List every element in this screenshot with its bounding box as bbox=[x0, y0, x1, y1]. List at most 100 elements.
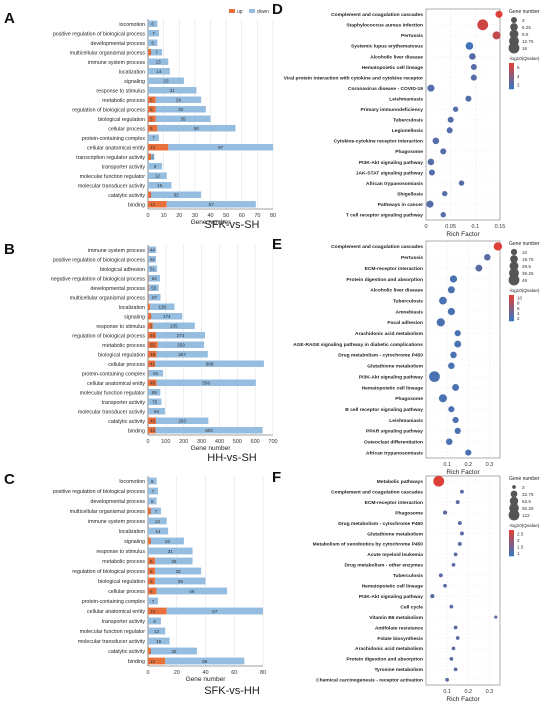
bar-down bbox=[148, 39, 158, 46]
bar-down-value: 64 bbox=[152, 276, 158, 281]
category-label: signaling bbox=[124, 79, 145, 85]
size-legend-label: 9.5 bbox=[522, 32, 529, 37]
pathway-label: Hematopoietic cell lineage bbox=[362, 385, 424, 391]
bar-down-value: 67 bbox=[212, 609, 218, 614]
color-scale-step bbox=[509, 536, 514, 539]
legend-swatch-down bbox=[249, 9, 255, 13]
bar-down bbox=[148, 617, 161, 625]
category-label: protein-containing complex bbox=[82, 136, 146, 142]
comparison-label-A: SFK-vs-SH bbox=[205, 219, 260, 231]
bar-down bbox=[148, 58, 169, 65]
color-scale-step bbox=[509, 551, 514, 555]
color-scale-step bbox=[509, 553, 514, 557]
x-tick-label: 0.1 bbox=[443, 689, 451, 695]
color-legend-tick: 10 bbox=[517, 295, 523, 300]
color-scale-step bbox=[509, 86, 514, 90]
bar-down-value: 67 bbox=[218, 145, 224, 150]
plot-frame bbox=[425, 8, 501, 221]
pathway-label: Tuberculosis bbox=[393, 573, 423, 579]
bar-up bbox=[148, 49, 152, 56]
bar-down-value: 12 bbox=[154, 629, 160, 634]
size-legend-label: 6.25 bbox=[522, 25, 531, 30]
bar-up-value: 5 bbox=[150, 117, 153, 122]
x-tick-label: 0 bbox=[146, 670, 149, 676]
pathway-label: JAK-STAT signaling pathway bbox=[356, 170, 423, 176]
bar-up bbox=[148, 275, 149, 282]
bar-down bbox=[151, 49, 163, 56]
size-legend-label: 16 bbox=[522, 46, 528, 51]
pathway-label: Hematopoietic cell lineage bbox=[362, 65, 424, 71]
bar-up bbox=[148, 153, 152, 160]
category-label: multicellular organismal process bbox=[70, 50, 146, 56]
bar-up-value: 5 bbox=[150, 569, 153, 574]
pathway-point bbox=[475, 264, 483, 272]
pathway-label: Drug metabolism - cytochrome P450 bbox=[338, 353, 423, 359]
pathway-label: PPAR signaling pathway bbox=[366, 429, 423, 435]
bar-down bbox=[152, 322, 195, 329]
bar-down bbox=[148, 527, 169, 535]
pathway-label: Systemic lupus erythematosus bbox=[351, 44, 423, 50]
pathway-point bbox=[470, 64, 477, 71]
bar-down-value: 287 bbox=[178, 352, 186, 357]
panel-letter: E bbox=[272, 236, 282, 253]
size-legend-dot bbox=[509, 29, 519, 39]
bar-up-value: 5 bbox=[150, 107, 153, 112]
legend-swatch-up bbox=[229, 9, 235, 13]
bar-up bbox=[148, 360, 156, 367]
bar-down-value: 6 bbox=[151, 499, 154, 504]
bar-down bbox=[166, 201, 256, 208]
bar-down bbox=[150, 303, 175, 310]
pathway-point bbox=[484, 253, 491, 261]
pathway-point bbox=[447, 307, 455, 316]
category-label: cellular process bbox=[108, 589, 145, 595]
bar-up-value: 5 bbox=[150, 559, 153, 564]
color-legend-tick: 6 bbox=[517, 65, 520, 70]
bar-down-value: 7 bbox=[152, 599, 155, 604]
pathway-point bbox=[454, 330, 461, 337]
bar-down bbox=[148, 517, 167, 525]
bar-down-value: 14 bbox=[156, 69, 162, 74]
bar-down bbox=[155, 567, 202, 575]
bar-down bbox=[148, 547, 193, 555]
pathway-label: Alcoholic liver disease bbox=[370, 288, 423, 294]
pathway-point bbox=[452, 416, 459, 424]
legend-label-down: down bbox=[257, 9, 269, 15]
bar-down bbox=[155, 360, 264, 367]
x-axis-title: Gene number bbox=[191, 445, 232, 452]
bar-up bbox=[148, 507, 151, 515]
pathway-label: Pathways in cancer bbox=[378, 202, 423, 208]
bar-down-value: 608 bbox=[206, 362, 214, 367]
size-legend-label: 12.75 bbox=[522, 39, 534, 44]
x-axis-title: Gene number bbox=[186, 676, 227, 683]
bar-down bbox=[151, 153, 155, 160]
category-label: protein-containing complex bbox=[82, 371, 146, 377]
bar-up bbox=[148, 379, 157, 386]
pathway-label: Glutathione metabolism bbox=[367, 531, 423, 537]
pathway-point bbox=[465, 95, 472, 102]
bar-up bbox=[148, 125, 158, 132]
pathway-label: Complement and coagulation cascades bbox=[331, 12, 423, 18]
bar-down bbox=[148, 30, 159, 37]
category-label: signaling bbox=[124, 314, 145, 320]
color-legend-title: -log10(Qvalue) bbox=[509, 523, 540, 528]
x-tick-label: 200 bbox=[179, 439, 188, 445]
bar-up-value: 5 bbox=[150, 98, 153, 103]
category-label: molecular transducer activity bbox=[78, 639, 145, 645]
pathway-label: PI3K-Akt signaling pathway bbox=[359, 594, 423, 600]
pathway-label: Coronavirus disease - COVID-19 bbox=[348, 86, 423, 92]
category-label: positive regulation of biological proces… bbox=[53, 257, 146, 263]
pathway-label: Phagosome bbox=[395, 396, 423, 402]
bar-down-value: 7 bbox=[155, 50, 158, 55]
bar-down-value: 15 bbox=[156, 639, 162, 644]
bar-down bbox=[155, 106, 206, 113]
category-label: regulation of biological process bbox=[72, 107, 145, 113]
size-legend-dot bbox=[510, 248, 518, 256]
bar-up-value: 12 bbox=[150, 659, 156, 664]
bar-up bbox=[148, 607, 167, 615]
color-legend-tick: 2.5 bbox=[517, 532, 524, 537]
category-label: biological adhesion bbox=[100, 267, 145, 273]
size-legend-title: Gene number bbox=[509, 476, 540, 482]
pathway-point bbox=[438, 573, 443, 578]
category-label: developmental process bbox=[91, 41, 146, 47]
